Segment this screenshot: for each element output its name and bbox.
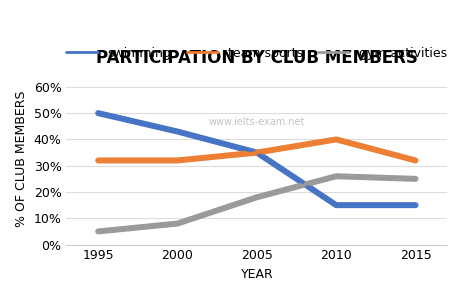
X-axis label: YEAR: YEAR [240,268,273,281]
Text: www.ielts-exam.net: www.ielts-exam.net [209,117,305,127]
Title: PARTICIPATION BY CLUB MEMBERS: PARTICIPATION BY CLUB MEMBERS [96,49,418,67]
Y-axis label: % OF CLUB MEMBERS: % OF CLUB MEMBERS [15,91,28,227]
Legend: swimming, team sports, gym activities: swimming, team sports, gym activities [62,42,452,65]
